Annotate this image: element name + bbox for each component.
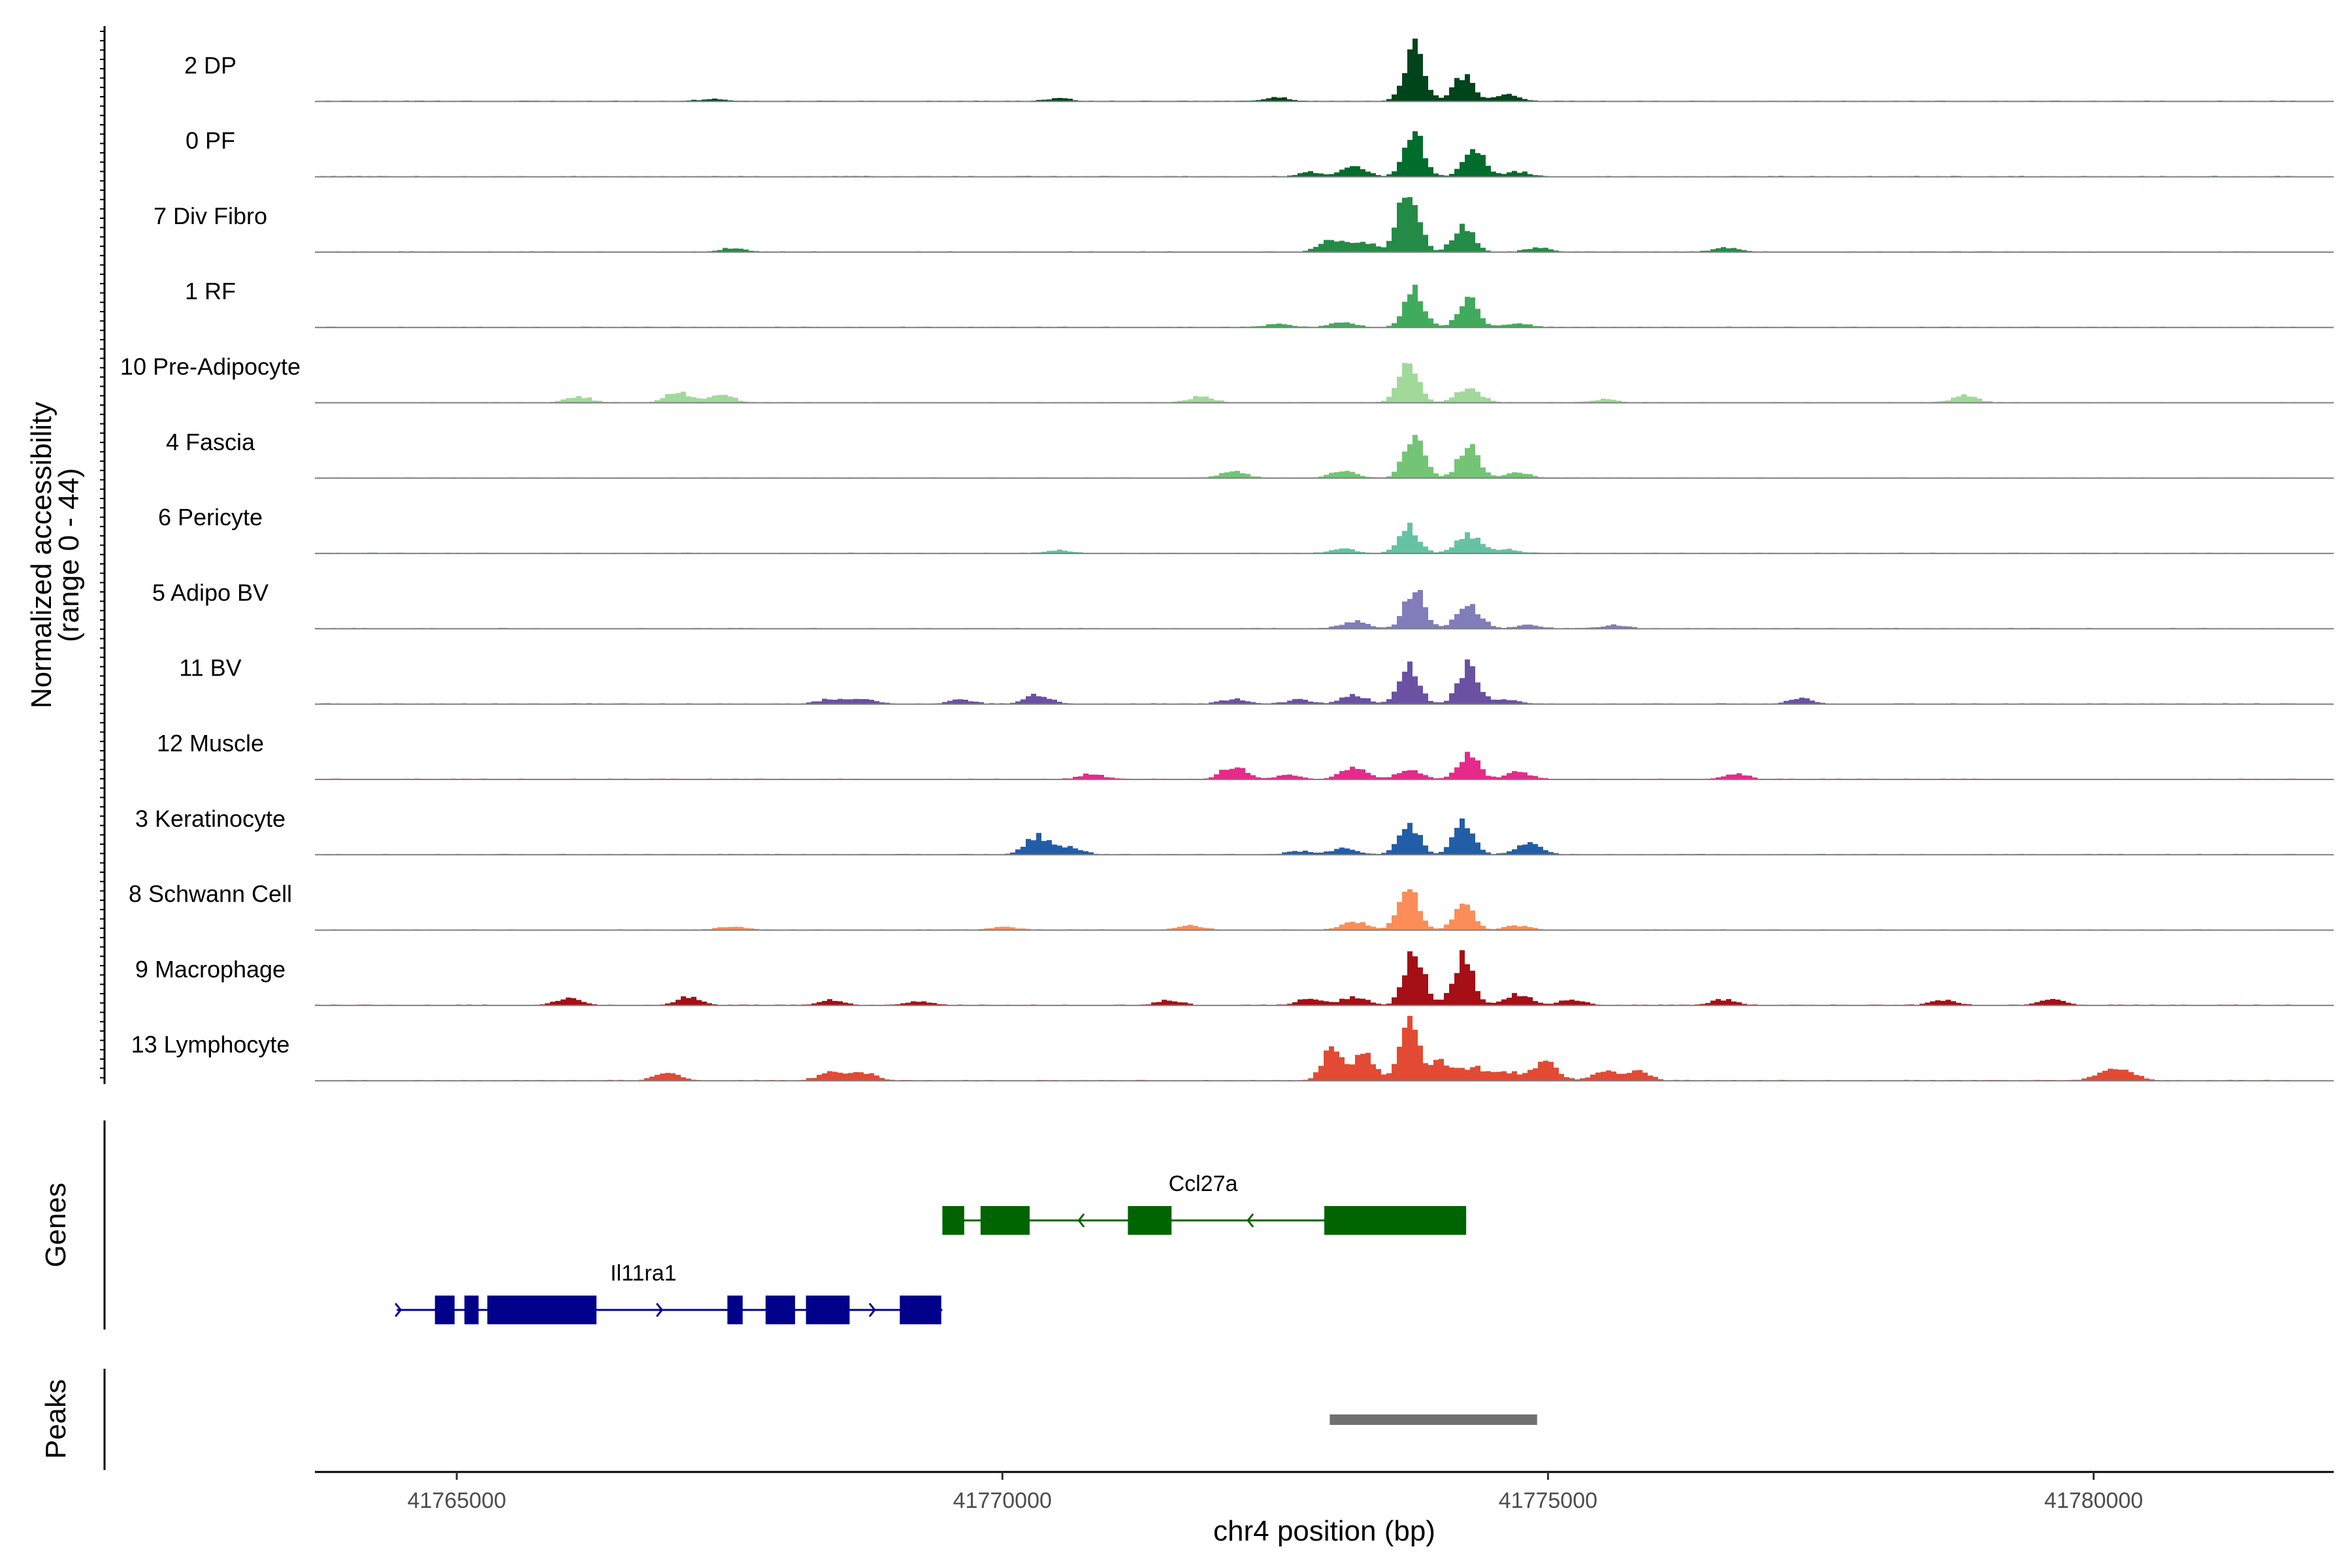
- y-axis-title-line2: (range 0 - 44): [53, 468, 85, 642]
- coverage-area: [315, 1015, 2296, 1081]
- coverage-track: 12 Muscle: [157, 730, 2334, 780]
- strand-chevron: [1247, 1213, 1254, 1228]
- coverage-area: [315, 889, 2296, 930]
- exon-block: [727, 1296, 743, 1324]
- track-label: 7 Div Fibro: [154, 203, 267, 229]
- track-label: 8 Schwann Cell: [129, 881, 292, 907]
- track-label: 2 DP: [184, 52, 237, 78]
- exon-block: [434, 1296, 455, 1324]
- exon-block: [806, 1296, 850, 1324]
- track-label: 13 Lymphocyte: [131, 1031, 290, 1058]
- coverage-track: 7 Div Fibro: [154, 197, 2334, 253]
- exon-block: [980, 1206, 1030, 1235]
- coverage-track: 8 Schwann Cell: [129, 881, 2334, 931]
- gene-model: Ccl27a: [942, 1171, 1467, 1235]
- coverage-track: 5 Adipo BV: [152, 579, 2334, 630]
- exon-block: [765, 1296, 795, 1324]
- track-label: 0 PF: [186, 127, 235, 154]
- gene-name-label: Ccl27a: [1169, 1171, 1238, 1196]
- track-label: 3 Keratinocyte: [135, 805, 286, 832]
- coverage-track: 6 Pericyte: [158, 504, 2334, 555]
- coverage-area: [315, 39, 2296, 102]
- coverage-track: 9 Macrophage: [135, 950, 2334, 1006]
- y-axis-title-line1: Normalized accessibility: [25, 402, 57, 708]
- coverage-area: [315, 523, 2296, 554]
- x-tick-label: 41770000: [953, 1488, 1052, 1513]
- gene-name-label: Il11ra1: [610, 1261, 676, 1286]
- exon-block: [1128, 1206, 1172, 1235]
- coverage-track: 4 Fascia: [166, 429, 2334, 479]
- coverage-area: [315, 751, 2296, 779]
- exon-block: [900, 1296, 941, 1324]
- coverage-area: [315, 434, 2296, 478]
- coverage-tracks: 2 DP 0 PF 7 Div Fibro 1 RF 10 Pre-Adipocyte 4…: [120, 39, 2334, 1082]
- coverage-track: 13 Lymphocyte: [131, 1015, 2334, 1082]
- track-label: 4 Fascia: [166, 429, 255, 455]
- coverage-area: [315, 284, 2296, 328]
- coverage-area: [315, 131, 2296, 177]
- coverage-track: 2 DP: [184, 39, 2334, 103]
- strand-chevron: [868, 1303, 876, 1317]
- track-label: 6 Pericyte: [158, 504, 263, 531]
- coverage-track: 3 Keratinocyte: [135, 805, 2334, 856]
- coverage-area: [315, 590, 2296, 629]
- coverage-area: [315, 659, 2296, 704]
- coverage-area: [315, 197, 2296, 252]
- coverage-track: 10 Pre-Adipocyte: [120, 353, 2334, 404]
- x-tick-label: 41775000: [1499, 1488, 1597, 1513]
- coverage-area: [315, 950, 2296, 1005]
- exon-block: [1324, 1206, 1467, 1235]
- peaks-panel-title: Peaks: [40, 1379, 72, 1459]
- genes-panel-title: Genes: [40, 1183, 72, 1267]
- exon-block: [487, 1296, 596, 1324]
- coverage-area: [315, 363, 2296, 403]
- track-label: 11 BV: [179, 655, 241, 681]
- x-tick-label: 41765000: [407, 1488, 506, 1513]
- exon-block: [942, 1206, 964, 1235]
- strand-chevron: [655, 1303, 664, 1317]
- strand-chevron: [1077, 1213, 1085, 1228]
- coverage-track: 1 RF: [185, 278, 2334, 329]
- accessibility-y-axis: [100, 26, 106, 1085]
- coverage-area: [315, 818, 2296, 855]
- coverage-track: 0 PF: [186, 127, 2334, 178]
- track-label: 12 Muscle: [157, 730, 264, 757]
- x-axis-title: chr4 position (bp): [1213, 1515, 1435, 1547]
- track-label: 1 RF: [185, 278, 236, 304]
- coverage-track: 11 BV: [179, 655, 2334, 705]
- track-label: 10 Pre-Adipocyte: [120, 353, 301, 380]
- genes-panel: Ccl27a Il11ra1: [103, 1120, 1467, 1330]
- peaks-panel: [103, 1369, 1537, 1470]
- strand-chevron: [395, 1303, 402, 1317]
- genomic-x-axis: 41765000 41770000 41775000 41780000: [315, 1471, 2334, 1513]
- track-label: 5 Adipo BV: [152, 579, 269, 606]
- peak-region: [1330, 1414, 1537, 1425]
- track-label: 9 Macrophage: [135, 956, 286, 983]
- gene-model: Il11ra1: [395, 1261, 943, 1324]
- exon-block: [464, 1296, 479, 1324]
- x-tick-label: 41780000: [2044, 1488, 2143, 1513]
